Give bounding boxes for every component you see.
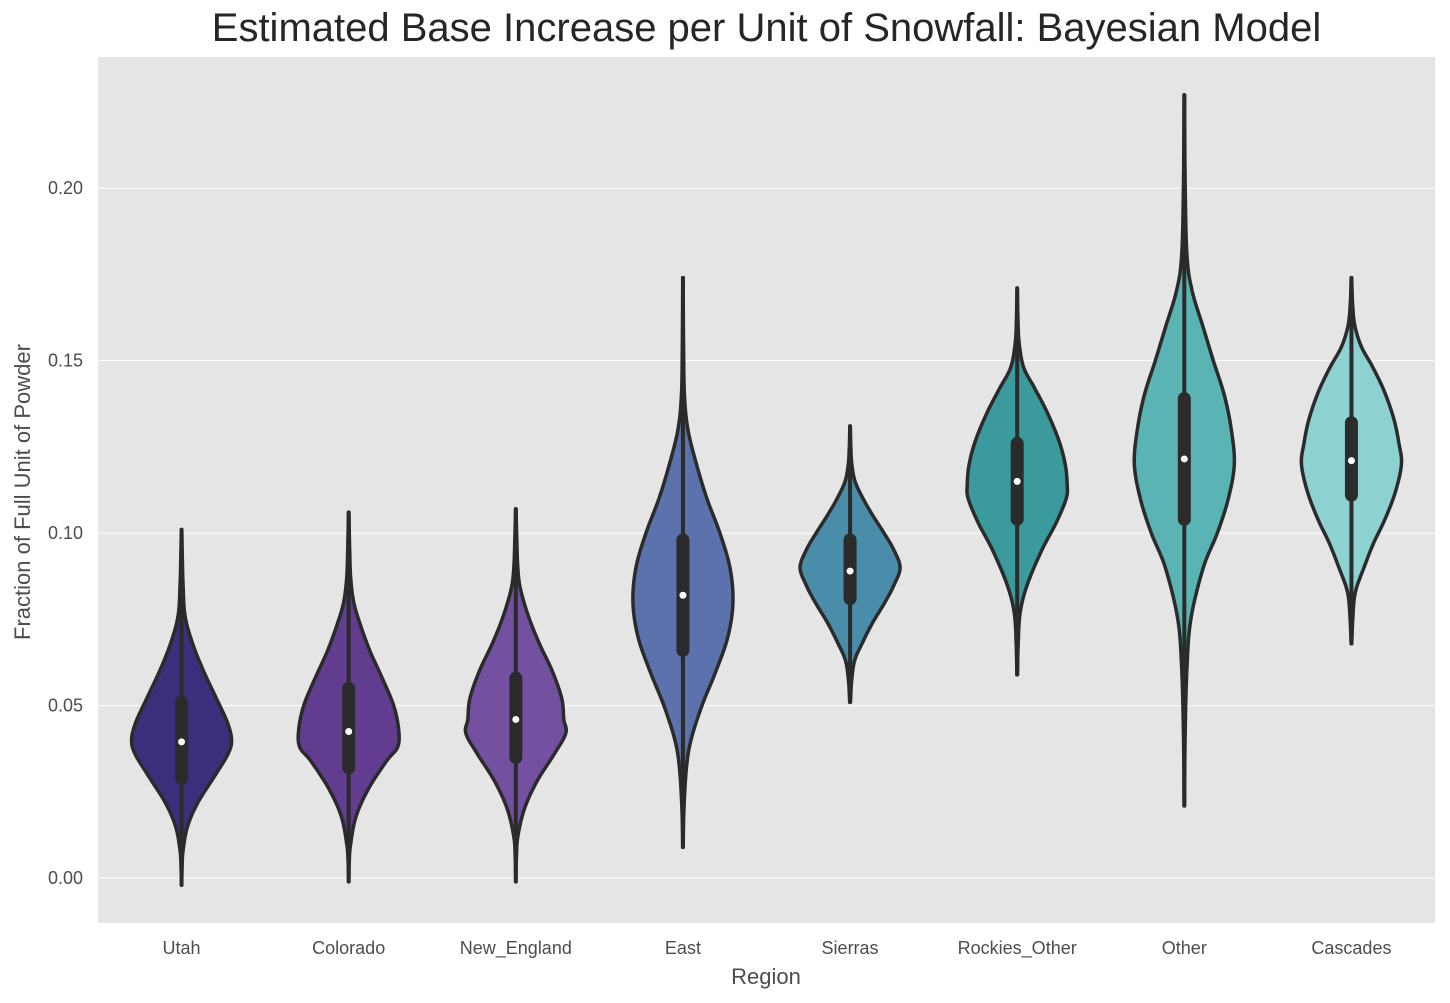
median-point	[1347, 457, 1355, 465]
violin-other	[1132, 92, 1237, 808]
median-point	[679, 591, 687, 599]
chart-title: Estimated Base Increase per Unit of Snow…	[211, 6, 1322, 50]
x-axis-label: Region	[731, 964, 801, 989]
x-tick-label: Cascades	[1311, 938, 1391, 958]
plot-area	[98, 57, 1435, 923]
x-tick-label: New_England	[460, 938, 572, 959]
x-tick-label: Sierras	[822, 938, 879, 958]
violin-cascades	[1299, 275, 1404, 646]
violins	[129, 92, 1404, 888]
y-tick-label: 0.00	[48, 868, 83, 888]
median-point	[1013, 477, 1021, 485]
y-tick-label: 0.15	[48, 351, 83, 371]
y-tick-label: 0.20	[48, 178, 83, 198]
violin-rockies-other	[965, 286, 1070, 677]
median-point	[345, 728, 353, 736]
violin-colorado	[296, 510, 401, 884]
x-tick-label: Rockies_Other	[958, 938, 1077, 959]
violin-new-england	[463, 506, 569, 884]
violin-east	[631, 275, 735, 850]
median-point	[846, 567, 854, 575]
x-tick-label: Utah	[163, 938, 201, 958]
median-point	[1180, 455, 1188, 463]
y-tick-label: 0.05	[48, 696, 83, 716]
y-tick-labels: 0.00 0.05 0.10 0.15 0.20	[48, 178, 83, 888]
x-tick-labels: Utah Colorado New_England East Sierras Rockie…	[163, 938, 1392, 959]
x-tick-label: East	[665, 938, 701, 958]
y-axis-label: Fraction of Full Unit of Powder	[10, 344, 35, 640]
violin-utah	[129, 527, 234, 888]
median-point	[178, 738, 186, 746]
median-point	[512, 715, 520, 723]
x-tick-label: Other	[1162, 938, 1207, 958]
x-tick-label: Colorado	[312, 938, 385, 958]
violin-sierras	[798, 424, 902, 705]
y-tick-label: 0.10	[48, 523, 83, 543]
